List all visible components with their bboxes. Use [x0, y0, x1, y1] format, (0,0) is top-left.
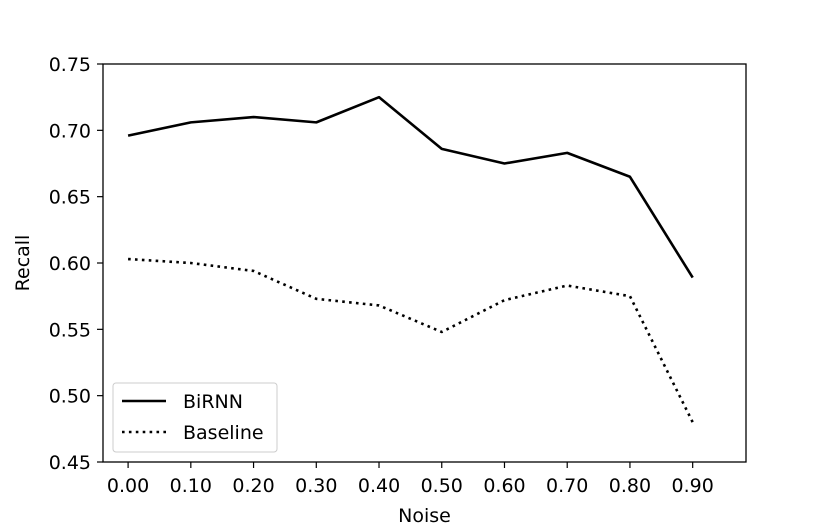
y-tick-label: 0.45 [49, 452, 91, 474]
y-axis-label: Recall [12, 235, 34, 292]
x-tick-label: 0.40 [358, 475, 400, 497]
y-tick-label: 0.50 [49, 386, 91, 408]
series-layer [127, 95, 694, 423]
legend-label-baseline: Baseline [183, 422, 264, 444]
x-tick-label: 0.20 [232, 475, 274, 497]
x-axis-label: Noise [398, 505, 451, 527]
y-tick-label: 0.75 [49, 54, 91, 76]
x-tick-label: 0.70 [546, 475, 588, 497]
series-line-birnn [127, 95, 694, 279]
legend-label-birnn: BiRNN [183, 391, 243, 413]
ticks-layer: 0.00 0.10 0.20 0.30 0.40 0.50 0.60 0.70 0.80 0.90… [49, 54, 714, 497]
x-tick-label: 0.90 [672, 475, 714, 497]
series-line-baseline [128, 257, 694, 423]
y-tick-label: 0.65 [49, 187, 91, 209]
x-tick-label: 0.00 [107, 475, 149, 497]
x-tick-label: 0.80 [609, 475, 651, 497]
y-tick-label: 0.60 [49, 253, 91, 275]
legend: BiRNN Baseline [112, 382, 278, 453]
x-tick-label: 0.50 [421, 475, 463, 497]
y-tick-label: 0.55 [49, 319, 91, 341]
x-tick-label: 0.10 [170, 475, 212, 497]
x-tick-label: 0.60 [483, 475, 525, 497]
x-tick-label: 0.30 [295, 475, 337, 497]
y-tick-label: 0.70 [49, 120, 91, 142]
